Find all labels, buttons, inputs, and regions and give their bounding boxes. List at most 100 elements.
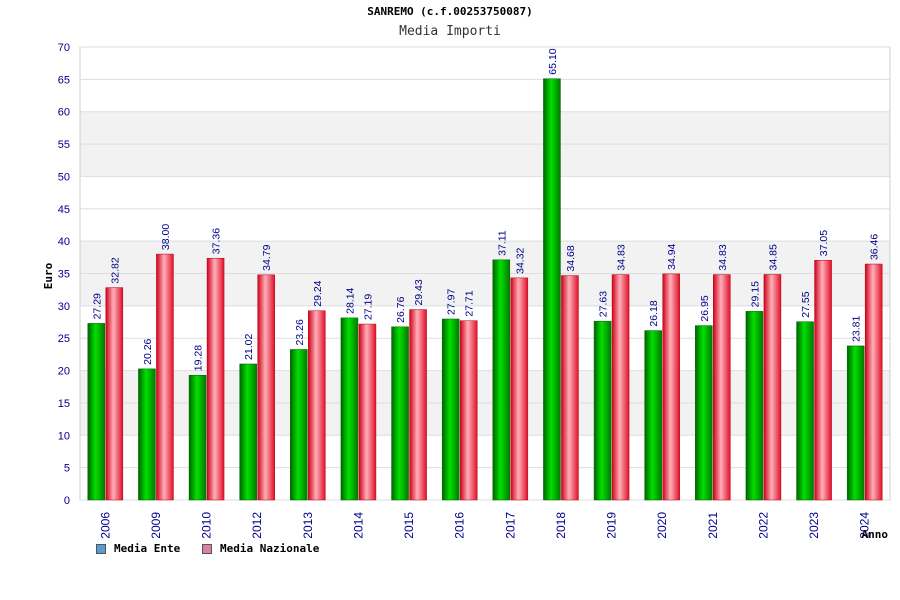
chart-title: SANREMO (c.f.00253750087) [367,5,533,18]
value-label: 34.68 [565,245,577,271]
legend-item-nazionale: Media Nazionale [202,542,319,555]
y-tick-label: 60 [58,107,70,119]
y-tick-label: 15 [58,398,70,410]
value-label: 29.24 [312,280,324,306]
y-tick-label: 35 [58,269,70,281]
x-tick-label: 2010 [200,512,214,539]
value-label: 23.81 [851,315,863,341]
bar-media-ente [239,363,257,501]
x-tick-label: 2017 [503,512,517,539]
bar-media-nazionale [257,274,275,501]
value-label: 27.19 [362,294,374,320]
bar-media-ente [846,345,865,501]
x-tick-label: 2019 [605,512,619,539]
value-label: 37.05 [818,230,830,256]
x-tick-label: 2012 [250,512,264,539]
value-label: 21.02 [243,334,255,360]
value-label: 27.63 [598,291,610,317]
y-tick-label: 5 [64,463,70,475]
x-tick-label: 2013 [301,512,315,539]
bar-media-nazionale [814,259,832,501]
x-tick-label: 2009 [149,512,163,539]
bar-media-ente [492,259,511,501]
value-label: 34.79 [261,244,273,270]
x-tick-label: 2014 [351,512,365,539]
legend-swatch-nazionale [202,543,212,554]
value-label: 27.97 [446,289,458,315]
bar-media-ente [87,323,106,501]
value-label: 65.10 [547,48,559,74]
bar-media-ente [138,368,156,501]
x-tick-label: 2016 [453,512,467,539]
x-tick-label: 2015 [402,512,416,539]
bar-media-nazionale [156,253,174,501]
bars-group [87,78,883,501]
x-tick-label: 2006 [98,512,112,539]
value-label: 29.15 [749,281,761,307]
y-tick-label: 0 [64,495,70,507]
bar-media-nazionale [713,274,731,501]
bar-media-nazionale [459,320,478,501]
bar-media-nazionale [662,273,680,501]
y-tick-label: 50 [58,171,70,183]
bar-media-ente [340,317,359,501]
x-tick-label: 2020 [655,512,669,539]
bar-media-ente [441,318,460,501]
value-label: 34.85 [767,244,779,270]
bar-media-nazionale [206,257,225,501]
value-label: 27.71 [464,290,476,316]
value-label: 23.26 [294,319,306,345]
bar-media-ente [745,311,764,501]
x-tick-label: 2023 [807,512,821,539]
y-axis-ticks: 0 5 10 15 20 25 30 35 40 45 50 55 60 65 70 [58,42,70,507]
bar-media-ente [644,330,662,501]
y-tick-label: 30 [58,301,70,313]
legend-label-ente: Media Ente [114,542,181,555]
x-tick-label: 2021 [706,512,720,539]
value-label: 20.26 [142,338,154,364]
value-label: 27.29 [91,293,103,319]
value-label: 36.46 [869,234,881,260]
value-label: 26.76 [395,296,407,322]
bar-media-ente [796,321,814,501]
x-tick-label: 2018 [554,512,568,539]
value-label: 28.14 [344,287,356,313]
bar-media-nazionale [308,310,326,501]
bar-media-nazionale [105,287,124,501]
value-label: 29.43 [413,279,425,305]
bar-media-ente [695,325,713,501]
value-label: 32.82 [109,257,121,283]
bar-media-nazionale [510,277,529,501]
bar-media-nazionale [561,275,579,501]
bar-media-ente [543,78,561,501]
bar-media-ente [290,349,308,501]
bar-media-ente [188,374,207,501]
y-axis-label: Euro [42,262,55,289]
bar-media-nazionale [358,323,377,501]
value-label: 26.18 [648,300,660,326]
y-tick-label: 65 [58,74,70,86]
value-label: 27.55 [800,291,812,317]
bar-media-nazionale [864,263,883,501]
value-label: 26.95 [699,295,711,321]
y-tick-label: 55 [58,139,70,151]
value-label: 34.83 [616,244,628,270]
bar-media-nazionale [409,309,427,501]
bar-media-nazionale [763,274,782,501]
value-label: 37.36 [211,228,223,254]
y-tick-label: 70 [58,42,70,54]
legend-swatch-ente [96,543,106,554]
x-tick-label: 2024 [858,512,872,539]
value-label: 34.94 [666,243,678,269]
bar-media-ente [593,320,612,501]
x-tick-label: 2022 [756,512,770,539]
value-label: 38.00 [160,224,172,250]
legend-item-ente: Media Ente [96,542,180,555]
value-label: 19.28 [193,345,205,371]
y-tick-label: 40 [58,236,70,248]
value-label: 37.11 [496,230,508,256]
y-tick-label: 20 [58,366,70,378]
chart-subtitle: Media Importi [399,24,501,39]
value-label: 34.83 [717,244,729,270]
